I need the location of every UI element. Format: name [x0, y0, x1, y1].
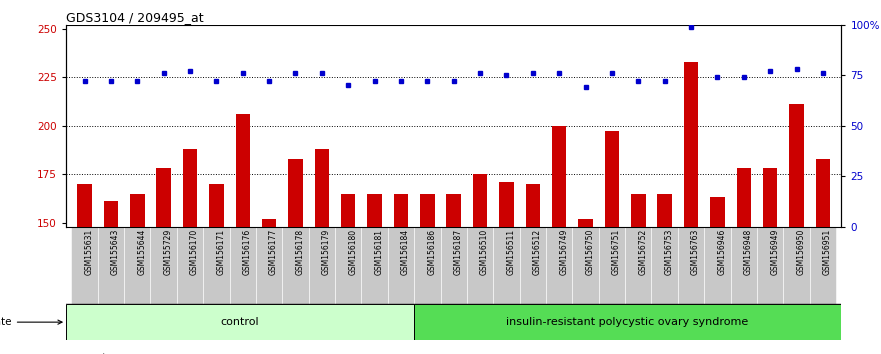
Text: GSM156178: GSM156178 — [295, 229, 305, 275]
Bar — [473, 174, 487, 227]
Text: GSM156949: GSM156949 — [770, 229, 779, 275]
Bar — [361, 227, 388, 304]
Bar — [604, 131, 619, 227]
Bar — [98, 227, 124, 304]
Text: GSM156187: GSM156187 — [454, 229, 463, 275]
Bar — [520, 227, 546, 304]
Bar — [394, 194, 408, 227]
Text: GSM156946: GSM156946 — [717, 229, 727, 275]
Bar — [230, 227, 256, 304]
Bar — [71, 227, 98, 304]
Bar — [204, 227, 230, 304]
Bar — [78, 184, 92, 227]
Bar — [130, 194, 144, 227]
Bar — [526, 184, 540, 227]
Bar — [599, 227, 626, 304]
Bar — [552, 126, 566, 227]
Text: GSM156176: GSM156176 — [243, 229, 252, 275]
Text: GSM156752: GSM156752 — [639, 229, 648, 275]
Text: GSM156184: GSM156184 — [401, 229, 410, 275]
Bar — [209, 184, 224, 227]
Bar — [66, 304, 413, 340]
Text: GSM156950: GSM156950 — [796, 229, 805, 275]
Bar — [631, 194, 646, 227]
Bar — [677, 227, 704, 304]
Text: GSM156177: GSM156177 — [269, 229, 278, 275]
Text: insulin-resistant polycystic ovary syndrome: insulin-resistant polycystic ovary syndr… — [507, 317, 749, 327]
Text: GSM156948: GSM156948 — [744, 229, 752, 275]
Text: GSM156511: GSM156511 — [507, 229, 515, 275]
Bar — [413, 304, 841, 340]
Text: GSM156512: GSM156512 — [533, 229, 542, 275]
Bar — [335, 227, 361, 304]
Bar — [157, 169, 171, 227]
Bar — [737, 169, 751, 227]
Bar — [104, 201, 118, 227]
Bar — [651, 227, 677, 304]
Bar — [626, 227, 651, 304]
Text: GSM155643: GSM155643 — [111, 229, 120, 275]
Bar — [420, 194, 434, 227]
Text: GSM156749: GSM156749 — [559, 229, 568, 275]
Bar — [816, 159, 830, 227]
Bar — [573, 227, 599, 304]
Bar — [546, 227, 573, 304]
Text: GSM156179: GSM156179 — [322, 229, 331, 275]
Bar — [288, 159, 303, 227]
Text: control: control — [220, 317, 259, 327]
Bar — [124, 227, 151, 304]
Text: GDS3104 / 209495_at: GDS3104 / 209495_at — [66, 11, 204, 24]
Text: GSM156750: GSM156750 — [586, 229, 595, 275]
Bar — [414, 227, 440, 304]
Bar — [440, 227, 467, 304]
Bar — [235, 114, 250, 227]
Bar — [493, 227, 520, 304]
Text: GSM156951: GSM156951 — [823, 229, 832, 275]
Text: GSM155729: GSM155729 — [164, 229, 173, 275]
Bar — [710, 198, 725, 227]
Text: GSM155644: GSM155644 — [137, 229, 146, 275]
Bar — [341, 194, 356, 227]
Text: GSM156763: GSM156763 — [691, 229, 700, 275]
Bar — [789, 104, 803, 227]
Bar — [262, 219, 277, 227]
Bar — [684, 62, 699, 227]
Text: GSM156753: GSM156753 — [664, 229, 674, 275]
Bar — [182, 149, 197, 227]
Bar — [282, 227, 308, 304]
Bar — [177, 227, 204, 304]
Text: disease state: disease state — [0, 317, 62, 327]
Text: GSM156180: GSM156180 — [348, 229, 357, 275]
Bar — [757, 227, 783, 304]
Text: GSM156510: GSM156510 — [480, 229, 489, 275]
Bar — [151, 227, 177, 304]
Text: GSM156181: GSM156181 — [374, 229, 383, 275]
Text: GSM156170: GSM156170 — [190, 229, 199, 275]
Bar — [783, 227, 810, 304]
Bar — [447, 194, 461, 227]
Text: GSM156171: GSM156171 — [217, 229, 226, 275]
Bar — [704, 227, 730, 304]
Text: GSM156751: GSM156751 — [612, 229, 621, 275]
Bar — [315, 149, 329, 227]
Text: GSM155631: GSM155631 — [85, 229, 93, 275]
Bar — [810, 227, 836, 304]
Bar — [467, 227, 493, 304]
Bar — [657, 194, 672, 227]
Bar — [256, 227, 282, 304]
Bar — [763, 169, 777, 227]
Bar — [388, 227, 414, 304]
Bar — [367, 194, 381, 227]
Text: GSM156186: GSM156186 — [427, 229, 436, 275]
Bar — [578, 219, 593, 227]
Bar — [500, 182, 514, 227]
Bar — [308, 227, 335, 304]
Bar — [730, 227, 757, 304]
Text: count: count — [75, 353, 107, 354]
